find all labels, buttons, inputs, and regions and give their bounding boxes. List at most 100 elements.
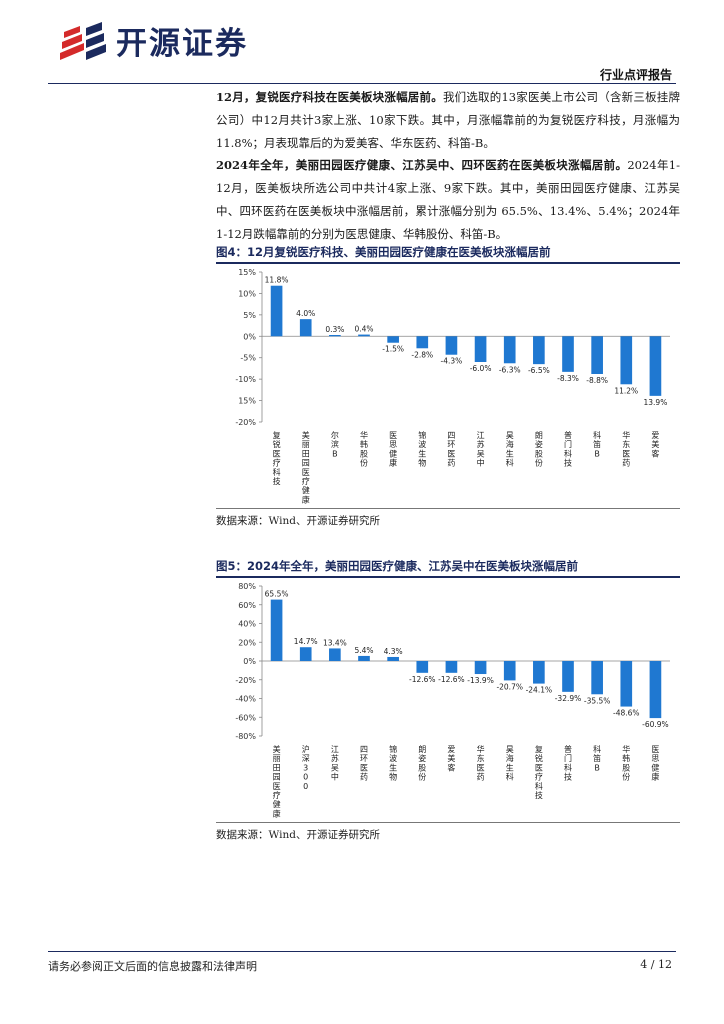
y-tick-label: -20% [235, 418, 256, 427]
bar-13 [620, 336, 633, 385]
brand-logo-icon [60, 22, 106, 60]
data-label: -35.5% [584, 696, 611, 705]
x-tick-label: 医思健康 [389, 431, 397, 468]
x-tick-label: 朗姿股份 [418, 744, 426, 782]
data-label: -8.3% [557, 374, 579, 383]
bar-11 [562, 336, 574, 372]
x-tick-label: 爱美客 [447, 745, 455, 772]
page-number: 4 / 12 [640, 958, 672, 971]
bar-3 [329, 648, 341, 661]
x-tick-label: 四环医药 [447, 431, 455, 468]
data-label: -4.3% [441, 357, 463, 366]
x-tick-label: 沪深 3 0 0 [302, 744, 310, 791]
paragraph-december-lead: 12月，复锐医疗科技在医美板块涨幅居前。 [216, 90, 443, 104]
bar-2 [299, 319, 312, 337]
bar-10 [533, 336, 545, 365]
data-label: -24.1% [526, 686, 553, 695]
x-tick-label: 四环医药 [360, 745, 368, 782]
y-tick-label: 0% [243, 657, 256, 666]
bar-8 [474, 336, 487, 362]
data-label: -60.9% [642, 720, 669, 729]
y-tick-label: 80% [238, 582, 256, 591]
x-tick-label: 普门科技 [564, 430, 572, 468]
x-tick-label: 复锐医疗科技 [273, 430, 281, 486]
data-label: 13.4% [323, 638, 347, 647]
y-tick-label: 15% [238, 397, 256, 406]
figure-5-title: 图5：2024年全年，美丽田园医疗健康、江苏吴中在医美板块涨幅居前 [216, 559, 579, 573]
bar-12 [591, 336, 603, 374]
figure-5-top-rule [216, 576, 680, 578]
data-label: -48.6% [613, 709, 640, 718]
data-label: 0.4% [354, 325, 373, 334]
x-tick-label: 尔滨 B [331, 430, 339, 458]
x-tick-label: 科笛 B [593, 430, 601, 458]
bar-7 [445, 661, 458, 673]
y-tick-label: 20% [238, 638, 256, 647]
footer-divider [48, 951, 676, 952]
bar-1 [270, 285, 283, 337]
bar-14 [649, 661, 662, 719]
bar-8 [474, 661, 487, 675]
figure-5-source: 数据来源：Wind、开源证券研究所 [216, 829, 380, 841]
bar-6 [416, 661, 429, 673]
x-tick-label: 江苏吴中 [331, 745, 339, 782]
y-tick-label: -5% [240, 354, 256, 363]
x-tick-label: 科笛 B [593, 744, 601, 772]
x-tick-label: 复锐医疗科技 [535, 744, 543, 800]
footer-disclaimer: 请务必参阅正文后面的信息披露和法律声明 [48, 960, 257, 973]
figure-4-source: 数据来源：Wind、开源证券研究所 [216, 515, 380, 527]
paragraph-december: 12月，复锐医疗科技在医美板块涨幅居前。我们选取的13家医美上市公司（含新三板挂… [216, 86, 680, 155]
figure-4-top-rule [216, 262, 680, 264]
x-tick-label: 华东医药 [622, 430, 630, 468]
data-label: -6.3% [499, 365, 521, 374]
paragraph-fullyear: 2024年全年，美丽田园医疗健康、江苏吴中、四环医药在医美板块涨幅居前。2024… [216, 154, 680, 246]
report-type: 行业点评报告 [599, 68, 672, 82]
x-tick-label: 普门科技 [564, 744, 572, 782]
paragraph-fullyear-lead: 2024年全年，美丽田园医疗健康、江苏吴中、四环医药在医美板块涨幅居前。 [216, 158, 628, 172]
paragraph-december-body: 我们选取的13家医美上市公司（含新三板挂牌公司）中12月共计3家上涨、10家下跌… [216, 90, 680, 150]
data-label: -12.6% [438, 675, 465, 684]
bar-5 [387, 656, 399, 661]
y-tick-label: -80% [235, 732, 256, 741]
bar-6 [416, 336, 429, 349]
data-label: -20.7% [496, 682, 523, 691]
data-label: 11.2% [614, 386, 638, 395]
x-tick-label: 华韩股份 [622, 744, 630, 782]
x-tick-label: 爱美客 [651, 431, 659, 458]
brand-logo: 开源证券 [58, 22, 288, 66]
data-label: 4.0% [296, 309, 315, 318]
data-label: -6.0% [470, 364, 492, 373]
bar-7 [445, 336, 458, 355]
x-tick-label: 锦波生物 [389, 744, 397, 782]
bar-3 [329, 335, 341, 337]
x-tick-label: 华韩股份 [360, 430, 368, 468]
y-tick-label: -40% [235, 695, 256, 704]
bar-2 [299, 647, 312, 661]
data-label: 0.3% [325, 325, 344, 334]
bar-9 [503, 336, 516, 364]
x-tick-label: 锦波生物 [418, 430, 426, 468]
figure-4-bar-chart: 15% 10% 5% 0% -5% -10% 15% -20% 11.8% 复锐医疗科技 4.0% 美… [235, 268, 670, 504]
data-label: -1.5% [382, 345, 404, 354]
figure-4-title: 图4：12月复锐医疗科技、美丽田园医疗健康在医美板块涨幅居前 [216, 245, 551, 259]
data-label: -6.5% [528, 366, 550, 375]
x-tick-label: 医思健康 [651, 745, 659, 782]
x-tick-label: 昊海生科 [506, 431, 514, 468]
y-tick-label: 10% [238, 289, 256, 298]
bar-4 [358, 655, 370, 661]
bar-13 [620, 661, 633, 707]
y-tick-label: 60% [238, 601, 256, 610]
y-tick-label: -60% [235, 713, 256, 722]
y-tick-label: -10% [235, 375, 256, 384]
y-tick-label: -20% [235, 676, 256, 685]
data-label: -32.9% [555, 694, 582, 703]
bar-12 [591, 661, 603, 695]
x-tick-label: 华东医药 [477, 744, 485, 782]
x-tick-label: 美丽田园医疗健康 [273, 744, 281, 818]
data-label: 14.7% [294, 637, 318, 646]
data-label: 65.5% [265, 590, 289, 599]
figure-4-bottom-rule [216, 508, 680, 509]
data-label: 5.4% [354, 646, 373, 655]
bar-11 [562, 661, 574, 692]
paragraph-fullyear-body: 2024年1-12月，医美板块所选公司中共计4家上涨、9家下跌。其中，美丽田园医… [216, 158, 680, 241]
